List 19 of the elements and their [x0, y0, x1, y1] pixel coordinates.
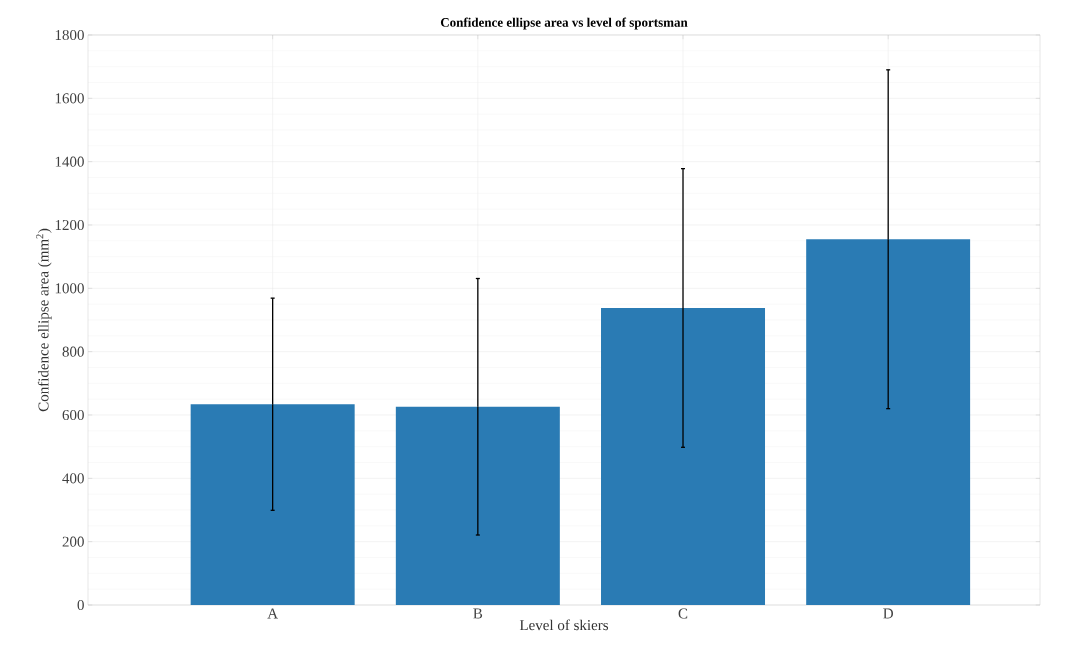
y-tick-label: 1000 [55, 283, 84, 294]
y-tick-label: 200 [62, 536, 84, 547]
bar [806, 239, 971, 605]
y-tick-label: 1400 [55, 156, 84, 167]
chart-title: Confidence ellipse area vs level of sportsman [440, 17, 688, 30]
x-tick-label: C [678, 608, 688, 619]
y-tick-label: 1800 [55, 29, 84, 41]
x-tick-label: D [883, 608, 893, 619]
x-axis-title: Level of skiers [519, 619, 609, 631]
bar [601, 307, 766, 605]
y-tick-label: 800 [62, 346, 84, 357]
x-tick-label: A [267, 608, 278, 619]
y-tick-label: 600 [62, 409, 84, 421]
y-tick-label: 0 [77, 599, 84, 611]
y-tick-label: 1200 [55, 219, 84, 231]
y-axis-title: Confidence ellipse area (mm$^{2}$) [36, 228, 52, 412]
y-tick-label: 1600 [55, 93, 84, 104]
x-tick-label: B [473, 608, 483, 619]
y-tick-label: 400 [62, 473, 84, 484]
